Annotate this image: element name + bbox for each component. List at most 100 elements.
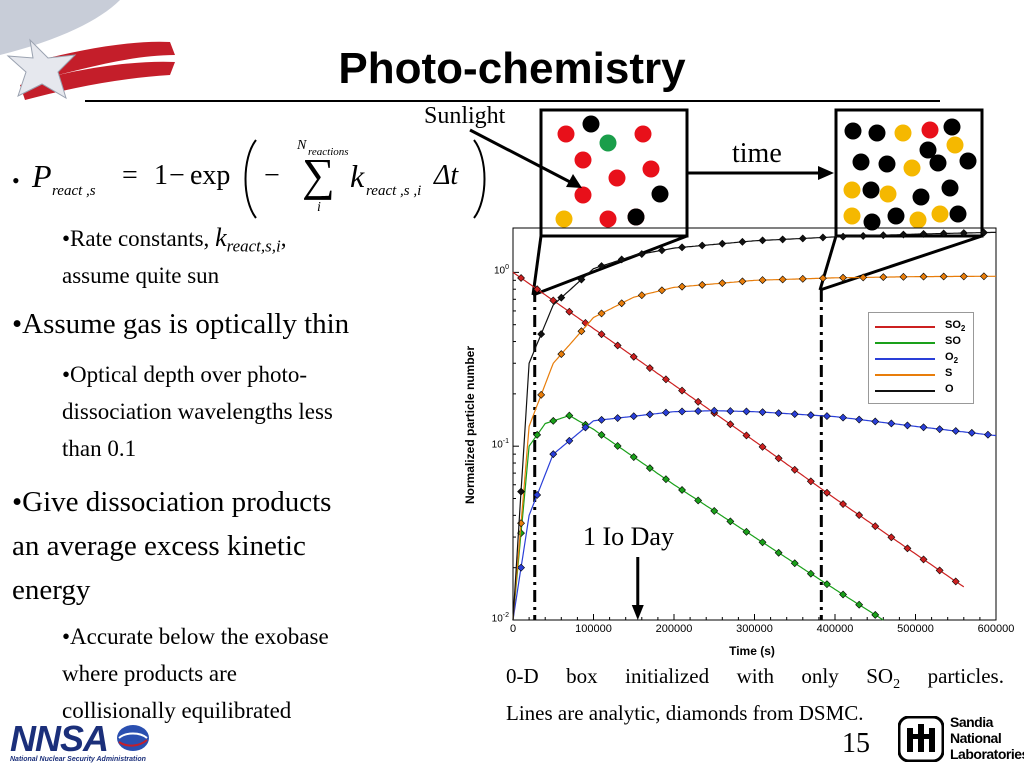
y-tick-label: 10-2 (491, 612, 509, 625)
legend-swatch (875, 390, 935, 392)
molecule-dot (941, 179, 959, 197)
accurate-bullet: •Accurate below the exobase where produc… (62, 618, 442, 729)
data-point-o (879, 231, 888, 240)
molecule-dot (931, 205, 949, 223)
molecule-dot (903, 159, 921, 177)
legend-swatch (875, 342, 935, 344)
x-tick-label: 0 (509, 623, 517, 635)
data-point-o (758, 236, 767, 245)
molecule-dot (959, 152, 977, 170)
optical-depth-line2: dissociation wavelengths less (62, 399, 333, 424)
data-point-o (698, 241, 707, 250)
eq-equals: = (122, 160, 138, 191)
data-point-o (557, 293, 566, 302)
rate-k-sub: react,s,i (226, 236, 281, 256)
data-point-o2 (613, 414, 622, 422)
data-point-o (718, 239, 727, 248)
data-point-s (839, 273, 847, 282)
zoom-line (531, 235, 543, 296)
data-point-o (738, 237, 747, 246)
data-point-o (939, 229, 948, 238)
caption-sub: 2 (893, 677, 901, 693)
sunlight-arrowhead (566, 174, 582, 188)
legend-entry: O2 (873, 351, 971, 365)
data-point-s (658, 286, 666, 295)
data-point-so2 (645, 364, 654, 372)
molecule-dot (642, 160, 660, 178)
data-point-o (859, 231, 868, 240)
series-line-s (512, 275, 997, 621)
rate-line2: assume quite sun (62, 262, 220, 288)
data-point-so2 (919, 555, 928, 564)
molecule-dot (555, 210, 573, 228)
page-number: 15 (842, 728, 870, 759)
data-point-s (557, 350, 566, 359)
data-point-o (678, 243, 686, 252)
data-point-o2 (790, 410, 799, 419)
data-point-so2 (613, 341, 622, 350)
data-point-o2 (871, 417, 880, 426)
data-point-so2 (774, 454, 783, 463)
data-point-o2 (533, 491, 542, 499)
accurate-line1: •Accurate below the exobase (62, 624, 329, 649)
molecule-dot (651, 185, 669, 203)
data-point-o2 (645, 410, 654, 419)
data-point-o2 (597, 415, 606, 424)
reaction-probability-equation: • P react ,s = 1 − exp − N reactions ∑ i… (12, 130, 486, 225)
molecule-dot (599, 210, 617, 228)
eq-P: P (32, 158, 52, 194)
nnsa-logo: NNSA National Nuclear Security Administr… (4, 716, 159, 766)
data-point-o (617, 255, 626, 264)
sum-upper-N: N (297, 138, 307, 153)
data-point-so2 (839, 500, 847, 508)
data-point-s (537, 390, 546, 399)
left-paren-icon (244, 139, 257, 219)
molecule-dot (887, 207, 905, 225)
data-point-s (879, 273, 888, 282)
data-point-so2 (549, 296, 558, 305)
eq-minus: − (169, 160, 185, 191)
rate-text: •Rate constants, (62, 226, 216, 251)
io-day-arrowhead (631, 605, 644, 620)
data-point-so (839, 590, 847, 599)
io-day-annotation: 1 Io Day (583, 522, 674, 551)
x-tick-label: 500000 (897, 623, 934, 635)
molecule-dot (863, 213, 881, 231)
eq-dt: Δt (434, 160, 459, 191)
series-line-so (512, 414, 884, 621)
data-point-s (597, 309, 606, 318)
nnsa-globe-icon (117, 725, 149, 751)
data-point-o (577, 275, 586, 284)
molecule-dot (929, 154, 947, 172)
y-axis-label: Normalized particle number (463, 345, 477, 505)
data-point-o (839, 232, 847, 241)
data-point-o (517, 487, 525, 496)
molecule-dot (608, 169, 626, 187)
data-point-o (597, 262, 606, 270)
legend-label: S (945, 367, 953, 379)
data-point-so2 (629, 352, 638, 361)
dissociation-products-bullet: •Give dissociation products an average e… (12, 480, 452, 612)
data-point-o (778, 235, 787, 244)
molecule-dot (919, 141, 937, 159)
sum-lower-i: i (317, 200, 321, 215)
data-point-so2 (887, 533, 896, 542)
x-tick-label: 400000 (816, 623, 854, 635)
data-point-so (549, 416, 558, 425)
nnsa-subtitle: National Nuclear Security Administration (10, 756, 146, 763)
data-point-o2 (806, 411, 815, 420)
eq-one: 1 (154, 160, 168, 191)
series-line-so2 (512, 271, 965, 588)
molecule-dot (921, 121, 939, 139)
data-point-so2 (790, 465, 799, 474)
molecule-dot (627, 208, 645, 226)
data-point-o2 (951, 427, 960, 435)
molecule-dot (852, 153, 870, 171)
data-point-s (617, 299, 626, 308)
thunderbird-icon (898, 716, 944, 762)
data-point-o2 (678, 407, 686, 416)
eq-neg: − (264, 160, 280, 191)
data-point-so (774, 548, 783, 557)
data-point-o (819, 233, 827, 242)
